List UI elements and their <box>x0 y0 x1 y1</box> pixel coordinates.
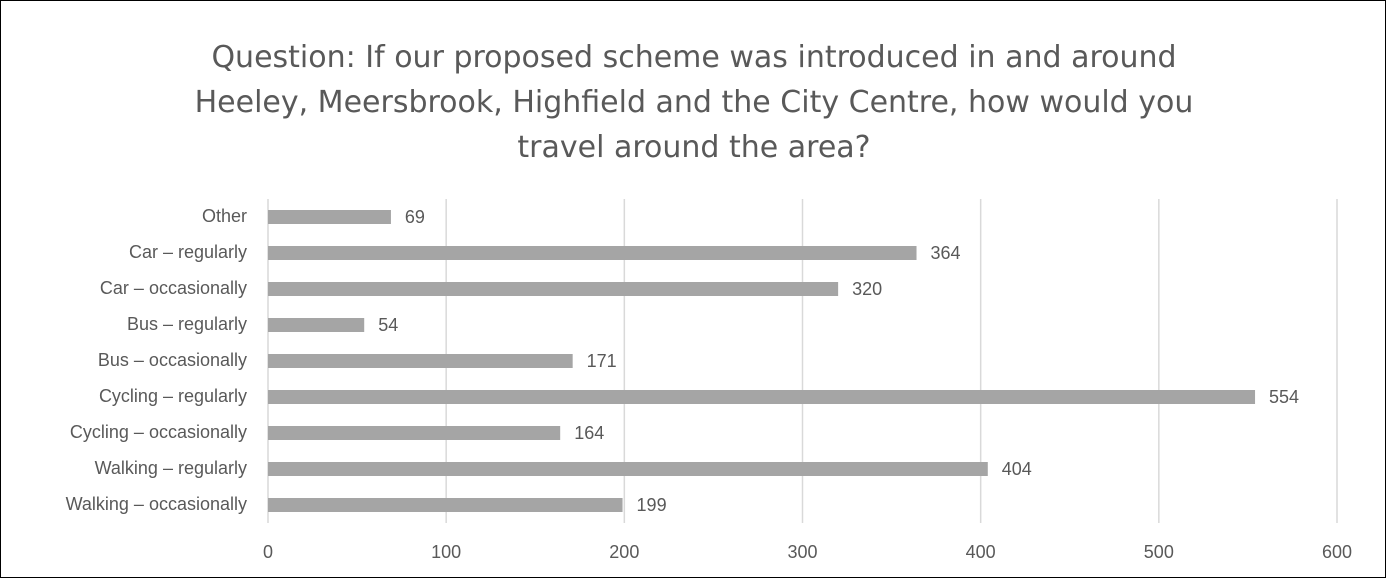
y-tick-label: Cycling – regularly <box>99 386 247 406</box>
value-label: 69 <box>405 207 425 227</box>
bar <box>268 282 839 296</box>
x-tick-label: 300 <box>787 542 817 562</box>
x-tick-label: 500 <box>1144 542 1174 562</box>
x-tick-label: 0 <box>263 542 273 562</box>
x-tick-label: 100 <box>431 542 461 562</box>
value-label: 199 <box>637 495 667 515</box>
bar <box>268 498 623 512</box>
chart-title: Question: If our proposed scheme was int… <box>194 40 1194 165</box>
bar <box>268 426 561 440</box>
value-label: 171 <box>587 351 617 371</box>
value-label: 404 <box>1002 459 1032 479</box>
y-tick-label: Walking – regularly <box>95 458 247 478</box>
x-tick-label: 600 <box>1322 542 1352 562</box>
value-label: 554 <box>1269 387 1299 407</box>
x-tick-label: 200 <box>609 542 639 562</box>
x-tick-label: 400 <box>966 542 996 562</box>
bar <box>268 246 917 260</box>
bar <box>268 318 365 332</box>
value-label: 320 <box>852 279 882 299</box>
bar <box>268 354 573 368</box>
value-label: 164 <box>574 423 604 443</box>
value-label: 54 <box>378 315 398 335</box>
value-label: 364 <box>931 243 961 263</box>
y-tick-label: Bus – regularly <box>127 314 247 334</box>
y-tick-label: Walking – occasionally <box>66 494 247 514</box>
y-tick-label: Car – occasionally <box>100 278 247 298</box>
y-tick-label: Other <box>202 206 247 226</box>
bar <box>268 210 391 224</box>
y-tick-label: Car – regularly <box>129 242 247 262</box>
bar <box>268 462 988 476</box>
y-tick-label: Cycling – occasionally <box>70 422 247 442</box>
y-tick-label: Bus – occasionally <box>98 350 247 370</box>
bar <box>268 390 1256 404</box>
